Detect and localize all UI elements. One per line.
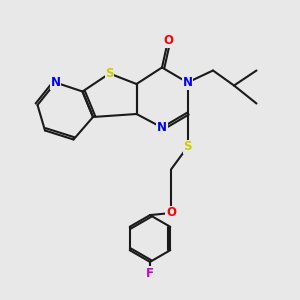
- Text: S: S: [105, 67, 114, 80]
- Text: F: F: [146, 267, 154, 280]
- Text: N: N: [182, 76, 193, 89]
- Text: S: S: [183, 140, 192, 154]
- Text: O: O: [163, 34, 173, 47]
- Text: N: N: [157, 121, 167, 134]
- Text: N: N: [50, 76, 61, 89]
- Text: O: O: [166, 206, 176, 220]
